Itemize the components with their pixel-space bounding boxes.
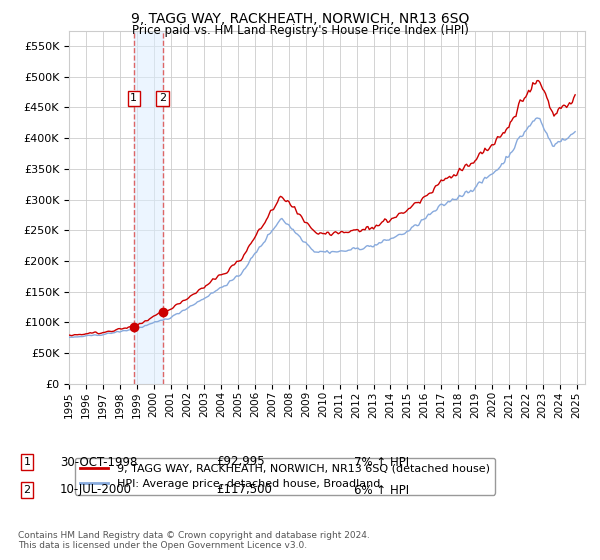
Text: 6% ↑ HPI: 6% ↑ HPI bbox=[354, 483, 409, 497]
Text: Contains HM Land Registry data © Crown copyright and database right 2024.
This d: Contains HM Land Registry data © Crown c… bbox=[18, 530, 370, 550]
Text: 10-JUL-2000: 10-JUL-2000 bbox=[60, 483, 132, 497]
Legend: 9, TAGG WAY, RACKHEATH, NORWICH, NR13 6SQ (detached house), HPI: Average price, : 9, TAGG WAY, RACKHEATH, NORWICH, NR13 6S… bbox=[74, 458, 496, 494]
Text: Price paid vs. HM Land Registry's House Price Index (HPI): Price paid vs. HM Land Registry's House … bbox=[131, 24, 469, 37]
Text: 7% ↑ HPI: 7% ↑ HPI bbox=[354, 455, 409, 469]
Text: 2: 2 bbox=[159, 94, 166, 103]
Text: 9, TAGG WAY, RACKHEATH, NORWICH, NR13 6SQ: 9, TAGG WAY, RACKHEATH, NORWICH, NR13 6S… bbox=[131, 12, 469, 26]
Text: 1: 1 bbox=[23, 457, 31, 467]
Text: 1: 1 bbox=[130, 94, 137, 103]
Text: 2: 2 bbox=[23, 485, 31, 495]
Bar bbox=[134, 31, 163, 384]
Text: 30-OCT-1998: 30-OCT-1998 bbox=[60, 455, 137, 469]
Text: £117,500: £117,500 bbox=[216, 483, 272, 497]
Text: £92,995: £92,995 bbox=[216, 455, 265, 469]
